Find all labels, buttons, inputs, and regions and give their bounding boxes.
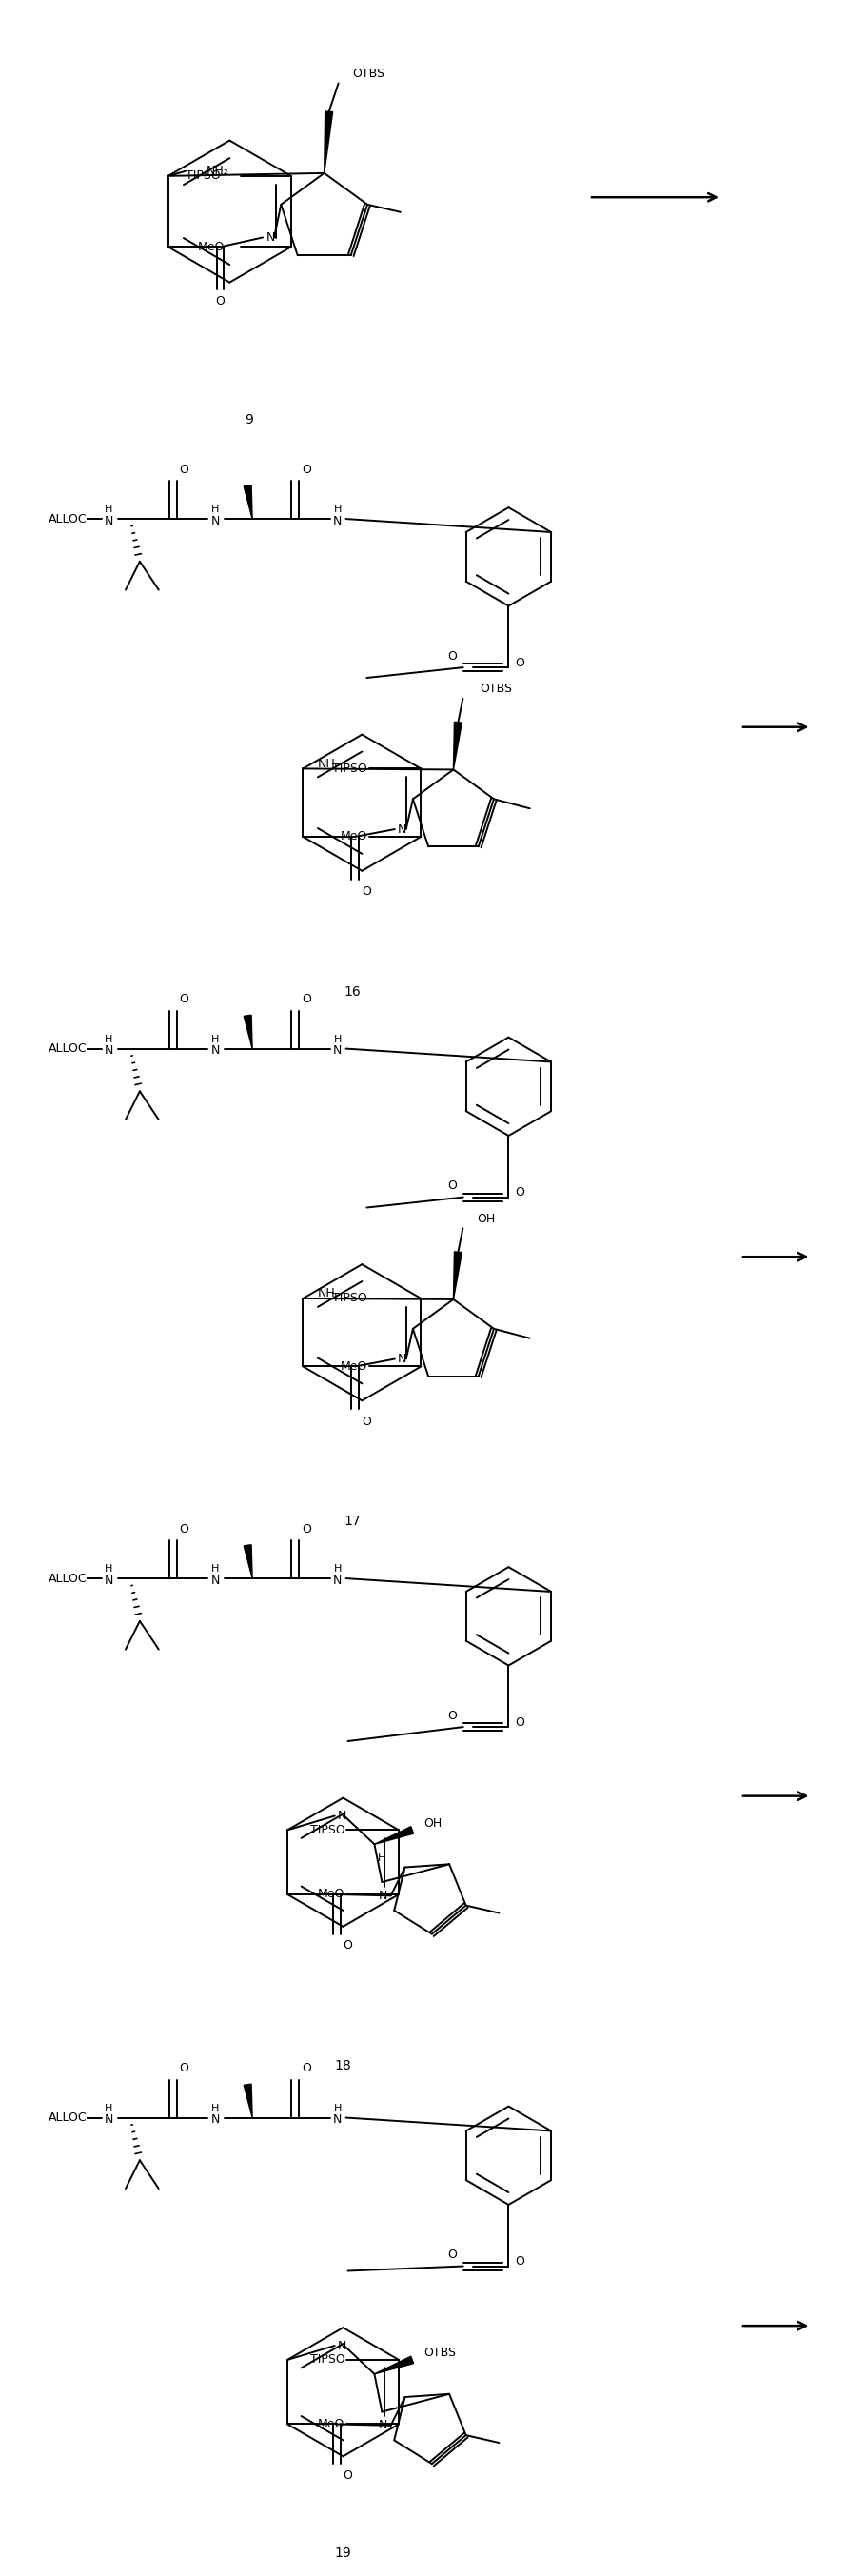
Text: MeO: MeO [198, 240, 225, 252]
Text: O: O [179, 1522, 189, 1535]
Polygon shape [375, 1826, 414, 1844]
Text: N: N [333, 1043, 342, 1056]
Text: H: H [378, 1855, 386, 1862]
Text: N: N [211, 1043, 220, 1056]
Text: MeO: MeO [318, 1888, 345, 1901]
Text: MeO: MeO [318, 2419, 345, 2429]
Text: 9: 9 [244, 412, 253, 425]
Text: O: O [448, 1710, 457, 1721]
Text: O: O [515, 2254, 525, 2267]
Text: NH: NH [317, 1288, 335, 1301]
Text: N: N [379, 1888, 387, 1901]
Text: O: O [515, 1716, 525, 1728]
Text: ALLOC: ALLOC [48, 2112, 86, 2123]
Text: N: N [398, 822, 407, 835]
Text: O: O [448, 2249, 457, 2262]
Text: H: H [212, 1564, 219, 1574]
Text: H: H [212, 2105, 219, 2112]
Text: H: H [333, 1036, 342, 1043]
Text: O: O [179, 2063, 189, 2074]
Text: O: O [515, 657, 525, 670]
Text: OTBS: OTBS [424, 2347, 456, 2360]
Text: 19: 19 [335, 2545, 352, 2561]
Text: MeO: MeO [340, 829, 367, 842]
Text: O: O [301, 464, 311, 477]
Text: H: H [333, 1564, 342, 1574]
Text: O: O [216, 294, 225, 307]
Polygon shape [244, 2084, 252, 2117]
Text: TIPSO: TIPSO [185, 170, 220, 183]
Text: O: O [362, 886, 371, 899]
Text: ALLOC: ALLOC [48, 1571, 86, 1584]
Text: N: N [333, 2112, 342, 2125]
Polygon shape [453, 721, 462, 770]
Text: OTBS: OTBS [480, 683, 512, 696]
Text: H: H [105, 505, 113, 515]
Text: H: H [212, 1036, 219, 1043]
Text: OH: OH [477, 1213, 496, 1226]
Text: NH₂: NH₂ [206, 165, 228, 178]
Text: O: O [301, 994, 311, 1005]
Text: H: H [212, 505, 219, 515]
Polygon shape [375, 2357, 414, 2375]
Text: H: H [105, 2105, 113, 2112]
Text: N: N [211, 2112, 220, 2125]
Text: O: O [362, 1414, 371, 1427]
Text: N: N [338, 1811, 347, 1821]
Text: TIPSO: TIPSO [332, 762, 367, 775]
Polygon shape [324, 111, 332, 173]
Text: N: N [104, 515, 113, 528]
Text: ALLOC: ALLOC [48, 1043, 86, 1054]
Text: O: O [448, 649, 457, 662]
Text: 18: 18 [335, 2058, 352, 2071]
Polygon shape [244, 484, 252, 518]
Text: N: N [211, 1574, 220, 1587]
Text: TIPSO: TIPSO [310, 1824, 345, 1837]
Text: N: N [379, 2419, 387, 2432]
Text: O: O [343, 2468, 353, 2481]
Text: N: N [333, 1574, 342, 1587]
Text: 17: 17 [344, 1515, 361, 1528]
Text: NH: NH [317, 757, 335, 770]
Polygon shape [244, 1015, 252, 1048]
Text: N: N [104, 1043, 113, 1056]
Text: O: O [343, 1940, 353, 1953]
Text: O: O [448, 1180, 457, 1193]
Text: H: H [333, 505, 342, 515]
Text: N: N [398, 1352, 407, 1365]
Text: N: N [104, 2112, 113, 2125]
Text: TIPSO: TIPSO [310, 2354, 345, 2365]
Text: O: O [179, 994, 189, 1005]
Polygon shape [453, 1252, 462, 1298]
Text: 16: 16 [344, 984, 361, 999]
Polygon shape [244, 1546, 252, 1579]
Text: H: H [105, 1564, 113, 1574]
Text: OH: OH [424, 1816, 442, 1829]
Text: OTBS: OTBS [353, 67, 385, 80]
Text: MeO: MeO [340, 1360, 367, 1373]
Text: O: O [179, 464, 189, 477]
Text: N: N [104, 1574, 113, 1587]
Text: H: H [333, 2105, 342, 2112]
Text: N: N [211, 515, 220, 528]
Text: TIPSO: TIPSO [332, 1293, 367, 1303]
Text: N: N [338, 2339, 347, 2352]
Text: N: N [333, 515, 342, 528]
Text: N: N [266, 232, 275, 245]
Text: O: O [301, 1522, 311, 1535]
Text: H: H [105, 1036, 113, 1043]
Text: O: O [515, 1188, 525, 1198]
Text: ALLOC: ALLOC [48, 513, 86, 526]
Text: O: O [301, 2063, 311, 2074]
